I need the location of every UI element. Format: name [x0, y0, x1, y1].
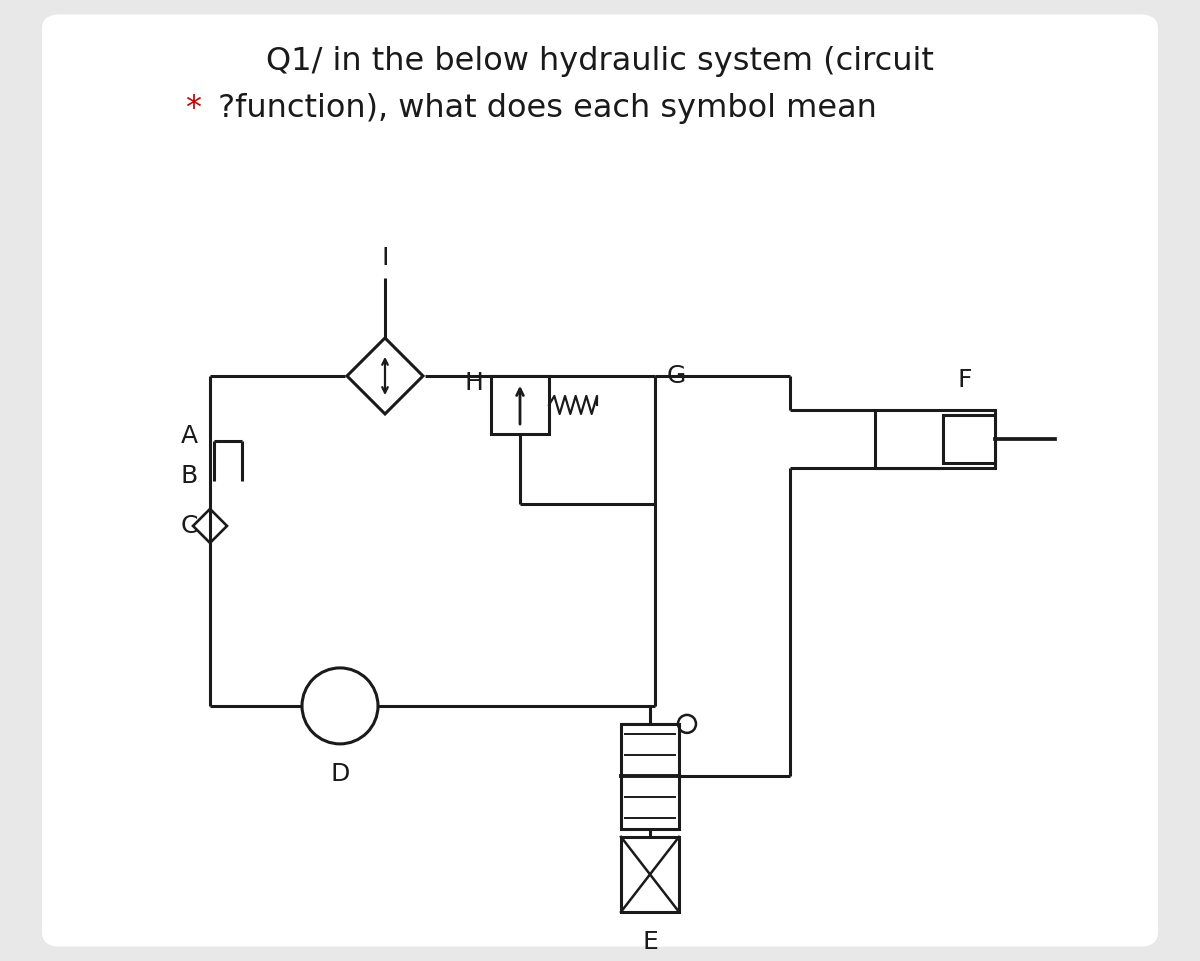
- Text: F: F: [958, 368, 972, 392]
- Text: ?function), what does each symbol mean: ?function), what does each symbol mean: [208, 93, 877, 124]
- Text: D: D: [330, 762, 349, 786]
- Text: G: G: [667, 364, 686, 388]
- Text: B: B: [181, 464, 198, 488]
- Bar: [943, 415, 995, 463]
- Bar: [622, 837, 679, 912]
- Text: *: *: [185, 93, 202, 124]
- Text: I: I: [382, 246, 389, 270]
- Text: Q1/ in the below hydraulic system (circuit: Q1/ in the below hydraulic system (circu…: [266, 46, 934, 77]
- Text: H: H: [464, 371, 482, 395]
- Text: E: E: [642, 930, 658, 954]
- Text: A: A: [181, 424, 198, 448]
- Bar: [491, 376, 550, 434]
- Bar: [875, 410, 995, 468]
- Bar: [622, 724, 679, 829]
- Text: C: C: [181, 514, 198, 538]
